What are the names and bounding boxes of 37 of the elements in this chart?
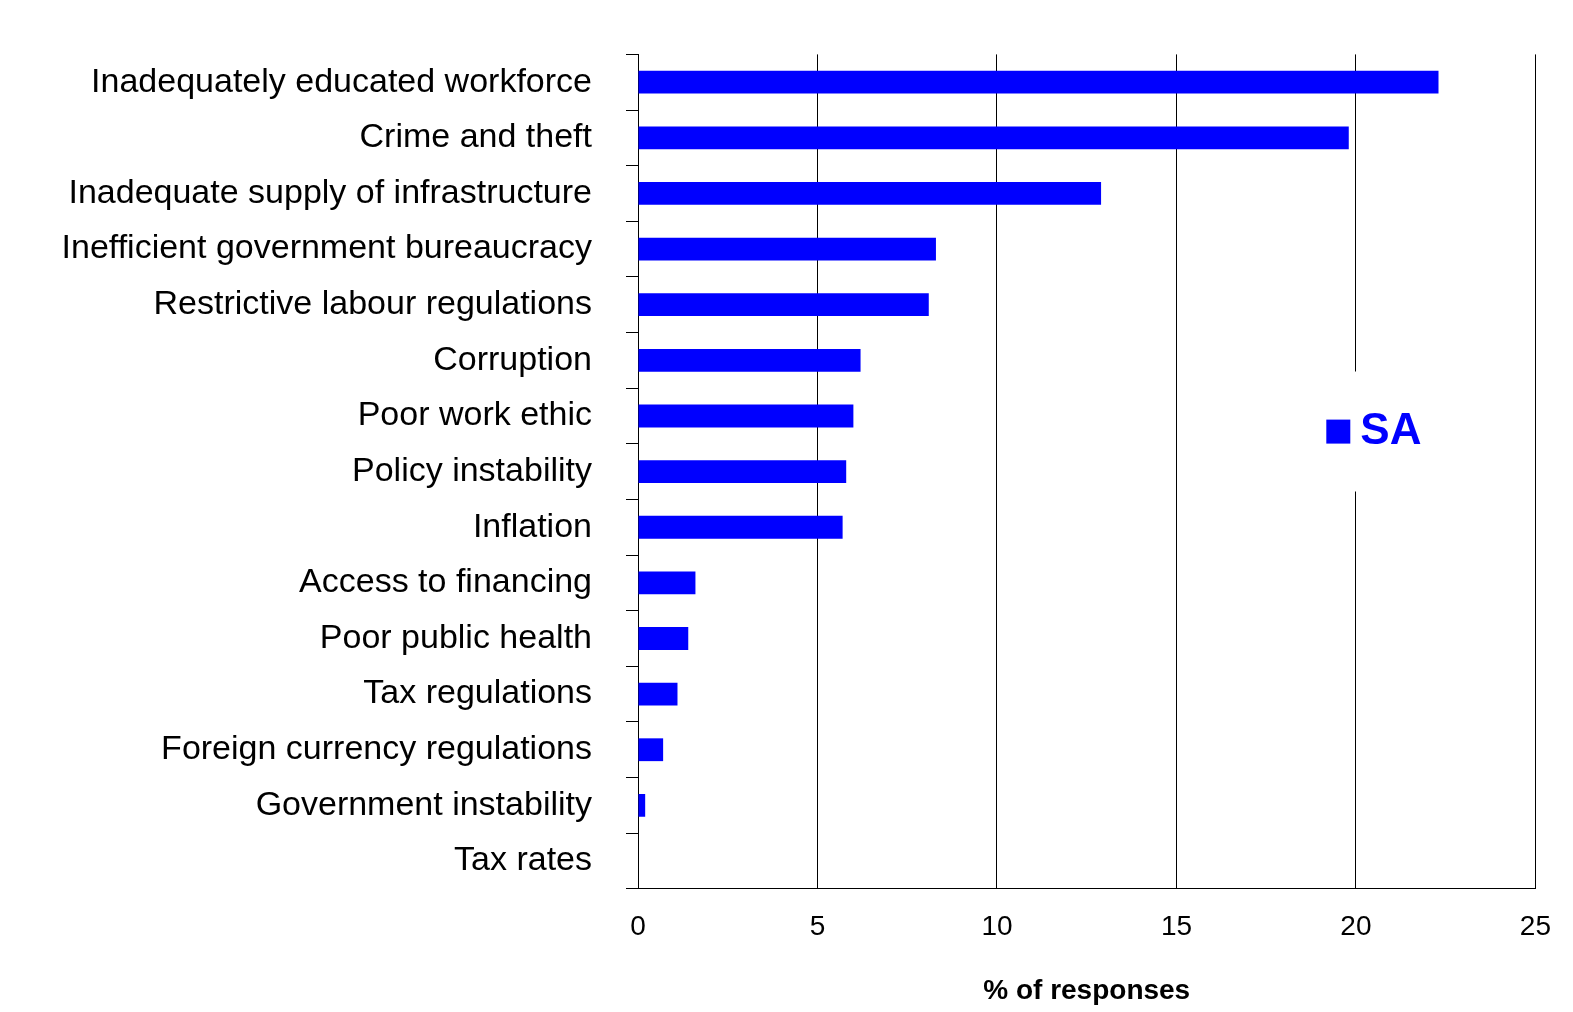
y-tick-label: Inadequately educated workforce: [91, 60, 592, 99]
bar: [638, 237, 936, 261]
y-tick-label: Policy instability: [352, 449, 592, 488]
x-axis-title: % of responses: [983, 973, 1191, 1005]
y-tick-label: Poor public health: [319, 616, 592, 655]
bar: [638, 348, 861, 372]
bar: [638, 404, 854, 428]
y-tick-label: Tax rates: [454, 839, 592, 878]
bar: [638, 126, 1349, 150]
y-tick-label: Corruption: [433, 338, 592, 377]
bar: [638, 515, 843, 539]
bar: [638, 571, 696, 595]
y-tick-label: Inefficient government bureaucracy: [61, 227, 592, 266]
y-tick-label: Restrictive labour regulations: [153, 283, 592, 322]
bar: [638, 793, 646, 817]
x-tick-label: 5: [809, 910, 826, 942]
y-tick-label: Foreign currency regulations: [161, 728, 592, 767]
legend-label: SA: [1360, 403, 1422, 453]
bar: [638, 682, 678, 706]
bar: [638, 460, 847, 483]
x-tick-label: 25: [1519, 910, 1552, 942]
bar: [638, 182, 1102, 205]
y-tick-label: Government instability: [255, 783, 592, 822]
y-tick-label: Inflation: [472, 505, 592, 544]
x-tick-label: 10: [981, 910, 1013, 942]
bar: [638, 293, 929, 317]
x-tick-label: 20: [1340, 910, 1372, 942]
y-tick-label: Access to financing: [299, 561, 592, 600]
y-tick-label: Poor work ethic: [357, 394, 592, 433]
bar: [638, 627, 689, 650]
y-tick-label: Crime and theft: [359, 116, 593, 155]
y-tick-label: Tax regulations: [363, 672, 592, 711]
x-tick-label: 15: [1160, 910, 1193, 942]
y-tick-label: Inadequate supply of infrastructure: [68, 171, 592, 210]
bar: [638, 738, 664, 762]
bar: [638, 70, 1439, 94]
x-tick-label: 0: [630, 910, 646, 942]
